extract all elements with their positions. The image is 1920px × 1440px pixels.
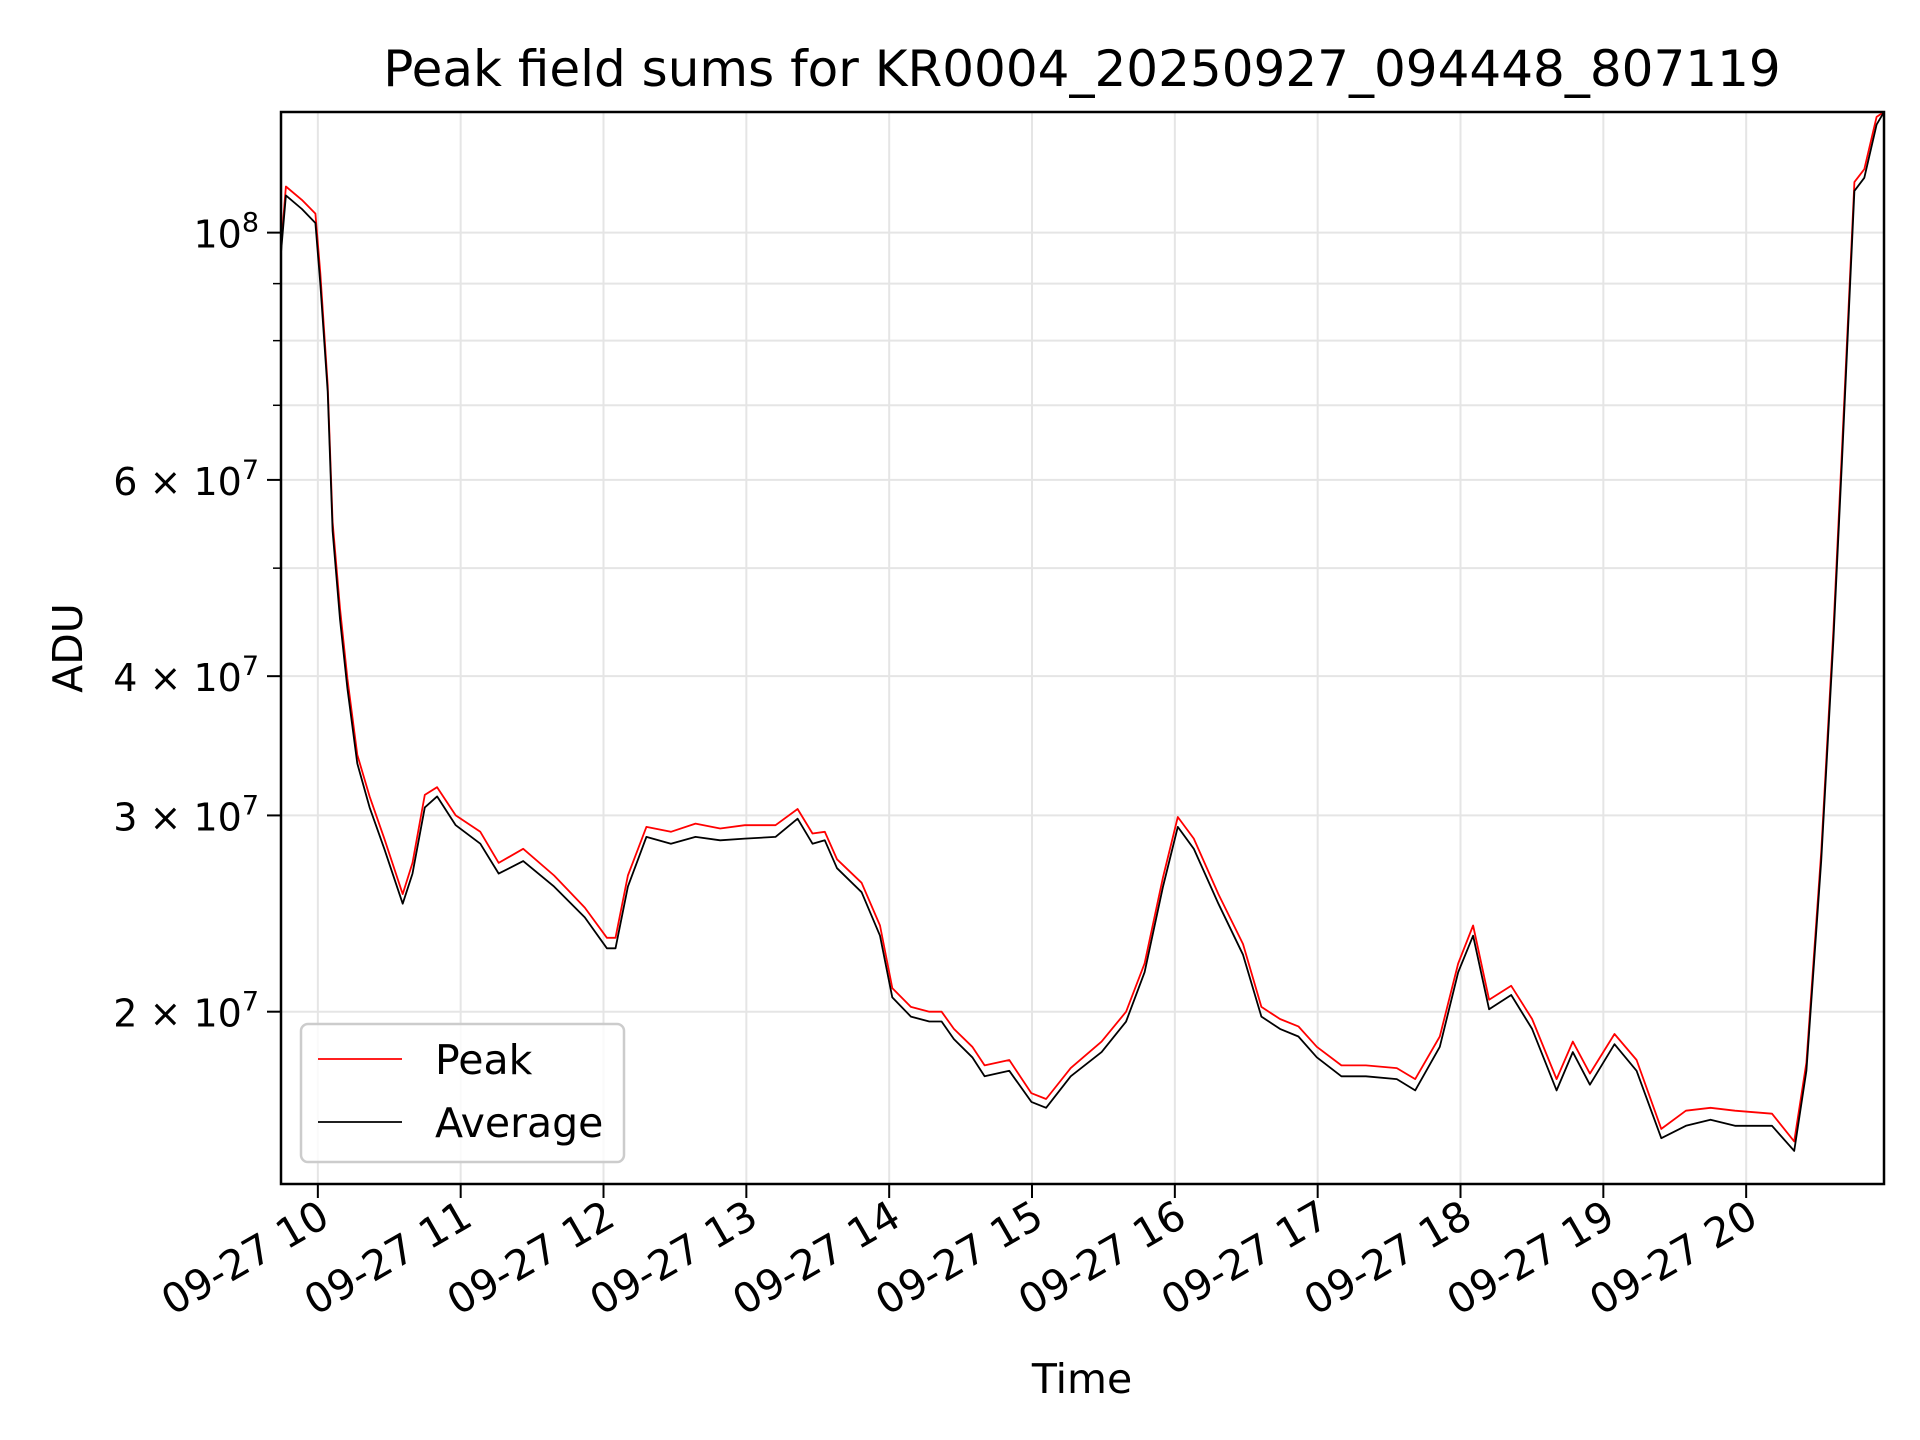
y-tick-label-exponent: 8 <box>242 208 259 239</box>
legend-peak-label: Peak <box>435 1036 533 1084</box>
y-tick-label-base: 10 <box>193 213 241 257</box>
y-tick-label-base: 4 × 10 <box>113 656 242 700</box>
y-tick-label-exponent: 7 <box>242 455 259 486</box>
axes-frame <box>279 110 1886 1186</box>
y-tick-label-base: 2 × 10 <box>113 992 242 1036</box>
y-tick-label-base: 6 × 10 <box>113 460 242 504</box>
y-axis-label: ADU <box>44 603 92 693</box>
y-tick-label: 108 <box>193 208 259 257</box>
y-tick-label-exponent: 7 <box>242 790 259 821</box>
legend-average-label: Average <box>435 1099 603 1147</box>
y-tick-label: 6 × 107 <box>113 455 259 504</box>
y-tick-label: 4 × 107 <box>113 651 259 700</box>
series-line-average <box>281 112 1884 1152</box>
y-tick-label-base: 3 × 10 <box>113 795 242 839</box>
plot-lines <box>281 112 1884 1152</box>
legend: Peak Average <box>299 1022 626 1164</box>
y-tick-label-exponent: 7 <box>242 987 259 1018</box>
x-axis-label: Time <box>1031 1355 1132 1403</box>
grid <box>281 112 1884 1184</box>
y-tick-label-exponent: 7 <box>242 651 259 682</box>
y-tick-label: 2 × 107 <box>113 987 259 1036</box>
y-tick-label: 3 × 107 <box>113 790 259 839</box>
chart-title: Peak field sums for KR0004_20250927_0944… <box>383 40 1780 98</box>
series-line-peak <box>281 112 1884 1143</box>
